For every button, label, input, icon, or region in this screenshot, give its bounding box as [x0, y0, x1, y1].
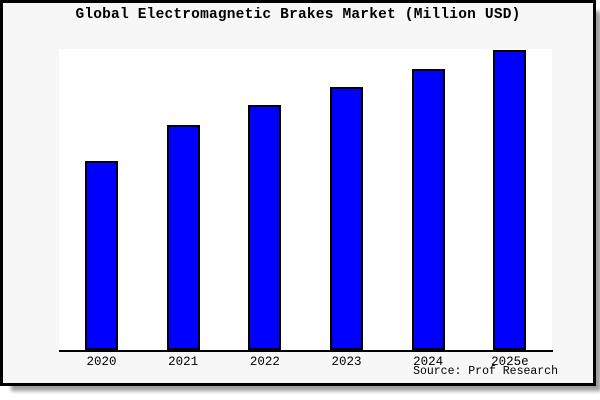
x-tick-label-2021: 2021	[168, 355, 199, 369]
bar-2024	[411, 69, 445, 350]
plot-area	[59, 49, 552, 350]
chart-frame: Global Electromagnetic Brakes Market (Mi…	[0, 0, 596, 386]
bar-2023	[330, 87, 363, 350]
x-tick-label-2024: 2024	[413, 355, 444, 369]
bar-2025e	[493, 50, 527, 350]
x-tick-label-2020: 2020	[86, 355, 117, 369]
x-tick-label-2022: 2022	[249, 355, 280, 369]
chart-title: Global Electromagnetic Brakes Market (Mi…	[75, 7, 521, 23]
source-note: Source: Prof Research	[413, 365, 558, 378]
bar-2022	[248, 105, 282, 350]
bar-2020	[85, 161, 118, 350]
x-tick-label-2025e: 2025e	[491, 355, 529, 369]
x-tick-label-2023: 2023	[331, 355, 362, 369]
bar-2021	[166, 125, 200, 350]
x-axis-line	[59, 350, 553, 352]
